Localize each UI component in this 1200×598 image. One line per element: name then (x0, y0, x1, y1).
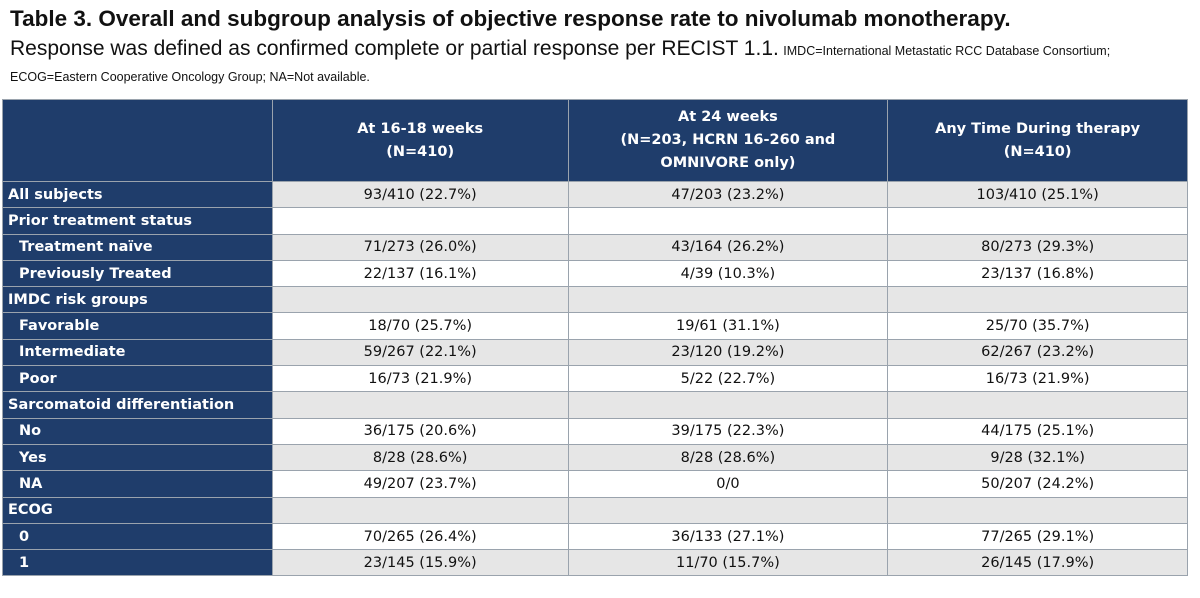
cell: 47/203 (23.2%) (567, 180, 889, 209)
cell (887, 496, 1188, 524)
cell: 103/410 (25.1%) (887, 180, 1188, 209)
column-header-line: OMNIVORE only) (660, 155, 796, 171)
cell: 93/410 (22.7%) (271, 180, 569, 209)
table-row: ECOG (2, 496, 1188, 524)
results-table: At 16-18 weeks (N=410) At 24 weeks (N=203, … (2, 99, 1188, 577)
cell: 36/175 (20.6%) (271, 417, 569, 445)
row-label: Intermediate (2, 338, 273, 367)
cell: 49/207 (23.7%) (271, 470, 569, 498)
cell: 25/70 (35.7%) (887, 312, 1188, 340)
cell: 70/265 (26.4%) (271, 522, 569, 551)
cell (887, 207, 1188, 235)
table-row: Yes 8/28 (28.6%) 8/28 (28.6%) 9/28 (32.1%) (2, 443, 1188, 472)
cell: 0/0 (567, 470, 889, 498)
cell: 8/28 (28.6%) (567, 443, 889, 472)
cell (887, 391, 1188, 419)
table-row: Treatment naïve 71/273 (26.0%) 43/164 (26.… (2, 233, 1188, 261)
table-row: Sarcomatoid differentiation (2, 391, 1188, 419)
cell: 19/61 (31.1%) (567, 312, 889, 340)
table-row: Intermediate 59/267 (22.1%) 23/120 (19.2%)… (2, 338, 1188, 367)
cell: 43/164 (26.2%) (567, 233, 889, 261)
row-label: 1 (2, 549, 273, 577)
column-header: At 24 weeks (N=203, HCRN 16-260 and OMNIVO… (567, 99, 889, 182)
cell: 18/70 (25.7%) (271, 312, 569, 340)
row-label: Yes (2, 443, 273, 472)
table-row: All subjects 93/410 (22.7%) 47/203 (23.2%)… (2, 180, 1188, 209)
cell (567, 207, 889, 235)
title: Table 3. Overall and subgroup analysis o… (10, 6, 1011, 31)
cell: 44/175 (25.1%) (887, 417, 1188, 445)
cell: 11/70 (15.7%) (567, 549, 889, 577)
row-label: Prior treatment status (2, 207, 273, 235)
cell: 22/137 (16.1%) (271, 259, 569, 288)
table-row: Poor 16/73 (21.9%) 5/22 (22.7%) 16/73 (21.9… (2, 365, 1188, 393)
table-row: No 36/175 (20.6%) 39/175 (22.3%) 44/175 (25… (2, 417, 1188, 445)
row-label: No (2, 417, 273, 445)
cell: 23/120 (19.2%) (567, 338, 889, 367)
row-label: IMDC risk groups (2, 286, 273, 314)
cell: 26/145 (17.9%) (887, 549, 1188, 577)
column-header-line: At 16-18 weeks (357, 120, 484, 137)
row-label: NA (2, 470, 273, 498)
cell (567, 286, 889, 314)
cell: 16/73 (21.9%) (887, 365, 1188, 393)
cell: 39/175 (22.3%) (567, 417, 889, 445)
row-label: ECOG (2, 496, 273, 524)
cell: 50/207 (24.2%) (887, 470, 1188, 498)
table-row: Previously Treated 22/137 (16.1%) 4/39 (10… (2, 259, 1188, 288)
row-label: Poor (2, 365, 273, 393)
subtitle: Response was defined as confirmed comple… (10, 37, 779, 60)
column-header-line: (N=203, HCRN 16-260 and (620, 132, 836, 148)
table-row: Favorable 18/70 (25.7%) 19/61 (31.1%) 25/70… (2, 312, 1188, 340)
cell: 36/133 (27.1%) (567, 522, 889, 551)
cell (271, 391, 569, 419)
row-label: Sarcomatoid differentiation (2, 391, 273, 419)
cell: 62/267 (23.2%) (887, 338, 1188, 367)
note: IMDC=International Metastatic RCC Databa… (10, 44, 1111, 84)
cell: 23/137 (16.8%) (887, 259, 1188, 288)
row-label: Favorable (2, 312, 273, 340)
table-row: 1 23/145 (15.9%) 11/70 (15.7%) 26/145 (17.9… (2, 549, 1188, 577)
cell: 9/28 (32.1%) (887, 443, 1188, 472)
row-label: Treatment naïve (2, 233, 273, 261)
table-row: 0 70/265 (26.4%) 36/133 (27.1%) 77/265 (29.… (2, 522, 1188, 551)
table-row: NA 49/207 (23.7%) 0/0 50/207 (24.2%) (2, 470, 1188, 498)
row-label: 0 (2, 522, 273, 551)
column-header-line: At 24 weeks (678, 109, 778, 125)
column-header-line: (N=410) (1003, 143, 1072, 160)
cell (567, 391, 889, 419)
cell (887, 286, 1188, 314)
row-label: All subjects (2, 180, 273, 209)
cell: 59/267 (22.1%) (271, 338, 569, 367)
cell: 8/28 (28.6%) (271, 443, 569, 472)
table-row: IMDC risk groups (2, 286, 1188, 314)
cell: 16/73 (21.9%) (271, 365, 569, 393)
cell: 71/273 (26.0%) (271, 233, 569, 261)
column-header: Any Time During therapy (N=410) (887, 99, 1188, 182)
cell: 80/273 (29.3%) (887, 233, 1188, 261)
cell (271, 286, 569, 314)
cell (271, 496, 569, 524)
header-row: At 16-18 weeks (N=410) At 24 weeks (N=203, … (2, 99, 1188, 182)
corner-cell (2, 99, 273, 182)
cell: 23/145 (15.9%) (271, 549, 569, 577)
cell (271, 207, 569, 235)
subtitle-block: Response was defined as confirmed comple… (10, 36, 1190, 90)
table-row: Prior treatment status (2, 207, 1188, 235)
cell: 4/39 (10.3%) (567, 259, 889, 288)
column-header-line: (N=410) (386, 143, 455, 160)
row-label: Previously Treated (2, 259, 273, 288)
column-header: At 16-18 weeks (N=410) (271, 99, 569, 182)
column-header-line: Any Time During therapy (935, 120, 1141, 137)
cell: 77/265 (29.1%) (887, 522, 1188, 551)
cell: 5/22 (22.7%) (567, 365, 889, 393)
cell (567, 496, 889, 524)
